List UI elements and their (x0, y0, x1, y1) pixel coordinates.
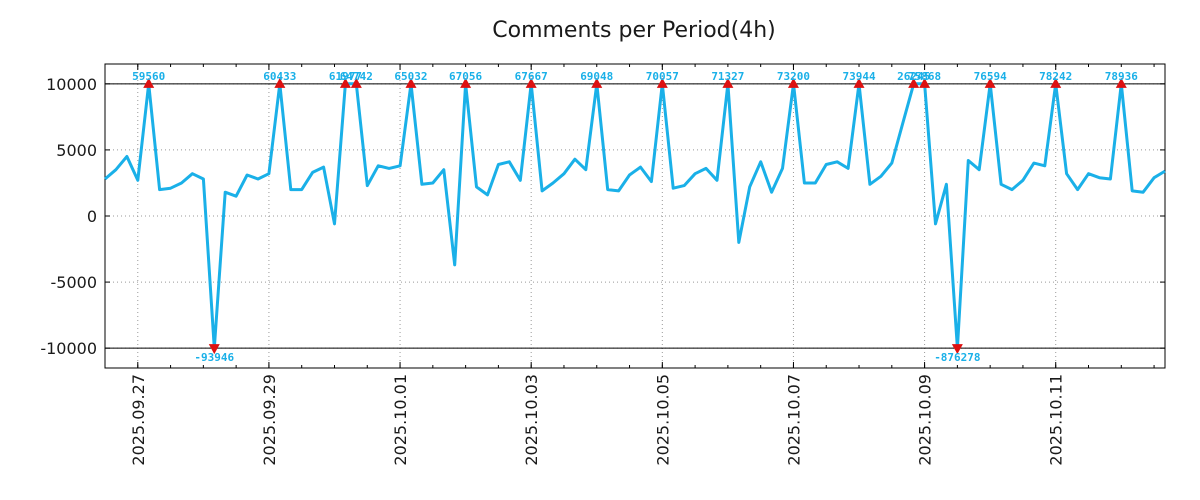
peak-marker-up (656, 77, 668, 88)
peak-label: 59560 (132, 70, 165, 83)
peak-label: 67667 (515, 70, 548, 83)
peak-marker-up (908, 77, 920, 88)
peak-markers (143, 77, 1127, 355)
series-layer (104, 82, 1166, 350)
y-tick-label: 10000 (46, 75, 97, 94)
peak-marker-up (143, 77, 155, 88)
peak-marker-down (208, 344, 220, 355)
x-tick-label: 2025.09.29 (260, 374, 279, 466)
peak-label: 61977 (329, 70, 362, 83)
grid-lines (105, 64, 1165, 368)
peak-label: 67056 (449, 70, 482, 83)
x-tick-label: 2025.10.09 (916, 374, 935, 466)
y-tick-label: 0 (87, 207, 97, 226)
peak-marker-up (339, 77, 351, 88)
peak-marker-up (787, 77, 799, 88)
peak-label: 64742 (340, 70, 373, 83)
x-tick-label: 2025.10.01 (391, 374, 410, 466)
y-tick-label: 5000 (56, 141, 97, 160)
peak-label: 65032 (394, 70, 427, 83)
peak-label: 75868 (908, 70, 941, 83)
x-tick-label: 2025.10.03 (522, 374, 541, 466)
x-tick-label: 2025.10.05 (653, 374, 672, 466)
x-tick-label: 2025.09.27 (129, 374, 148, 466)
chart-title: Comments per Period(4h) (492, 18, 776, 43)
peak-marker-up (1115, 77, 1127, 88)
peak-label: 70057 (646, 70, 679, 83)
peak-label: 78242 (1039, 70, 1072, 83)
peak-label: 76594 (974, 70, 1007, 83)
peak-label: 73200 (777, 70, 810, 83)
peak-marker-up (1050, 77, 1062, 88)
peak-marker-up (919, 77, 931, 88)
peak-marker-up (460, 77, 472, 88)
peak-label: 71327 (711, 70, 744, 83)
y-tick-label: -10000 (40, 339, 97, 358)
x-tick-label: 2025.10.11 (1047, 374, 1066, 466)
peak-marker-up (853, 77, 865, 88)
peak-label: -876278 (934, 351, 980, 364)
peak-marker-down (951, 344, 963, 355)
peak-label: 78936 (1105, 70, 1138, 83)
peak-marker-up (350, 77, 362, 88)
y-tick-label: -5000 (51, 273, 98, 292)
peak-label: -93946 (194, 351, 234, 364)
peak-label: 60433 (263, 70, 296, 83)
peak-label: 73944 (842, 70, 875, 83)
peak-marker-up (274, 77, 286, 88)
peak-label: 26245 (897, 70, 930, 83)
y-axis-ticks: 10000 5000 0 -5000 -10000 (40, 75, 1165, 358)
x-tick-label: 2025.10.07 (784, 374, 803, 466)
series-line (104, 82, 1166, 350)
peak-label: 69048 (580, 70, 613, 83)
peak-marker-up (405, 77, 417, 88)
peak-marker-up (525, 77, 537, 88)
peak-marker-up (591, 77, 603, 88)
peak-marker-up (722, 77, 734, 88)
x-axis-ticks: 2025.09.27 2025.09.29 2025.10.01 2025.10.03… (104, 64, 1155, 466)
peak-marker-up (984, 77, 996, 88)
